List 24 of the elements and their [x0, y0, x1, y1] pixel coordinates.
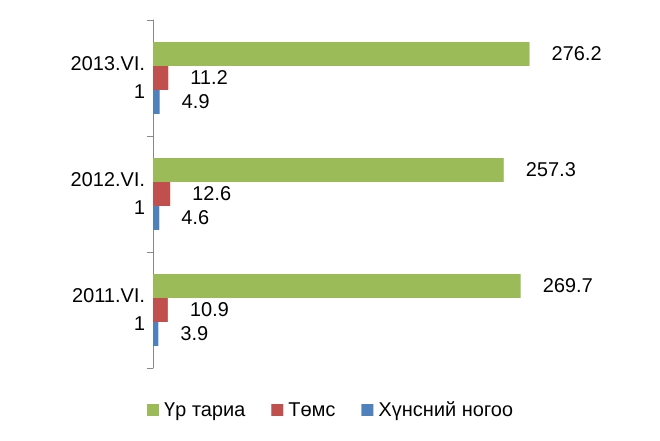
data-label: 4.9 — [182, 91, 210, 113]
bar — [153, 158, 504, 182]
bar — [153, 322, 158, 346]
bar — [153, 90, 160, 114]
data-label: 276.2 — [552, 43, 602, 65]
y-tick-label: 2013.VI.1 — [70, 53, 145, 103]
legend-label: Төмс — [288, 399, 336, 421]
data-label: 10.9 — [190, 299, 229, 321]
data-label: 4.6 — [181, 207, 210, 229]
data-label: 3.9 — [180, 323, 208, 345]
legend-label: Үр тариа — [164, 399, 246, 421]
data-label: 11.2 — [190, 67, 228, 89]
data-label: 269.7 — [542, 275, 593, 297]
bar — [153, 42, 530, 66]
bar — [153, 182, 170, 206]
bar — [153, 298, 168, 322]
bar — [153, 66, 168, 90]
y-tick-label: 2011.VI.1 — [72, 285, 145, 335]
data-label: 257.3 — [526, 159, 576, 181]
bar — [153, 206, 160, 230]
legend-label: Хүнсний ногоо — [378, 399, 513, 421]
data-label: 12.6 — [192, 183, 232, 205]
y-tick-label: 2012.VI.1 — [70, 169, 145, 219]
bar — [153, 274, 521, 298]
